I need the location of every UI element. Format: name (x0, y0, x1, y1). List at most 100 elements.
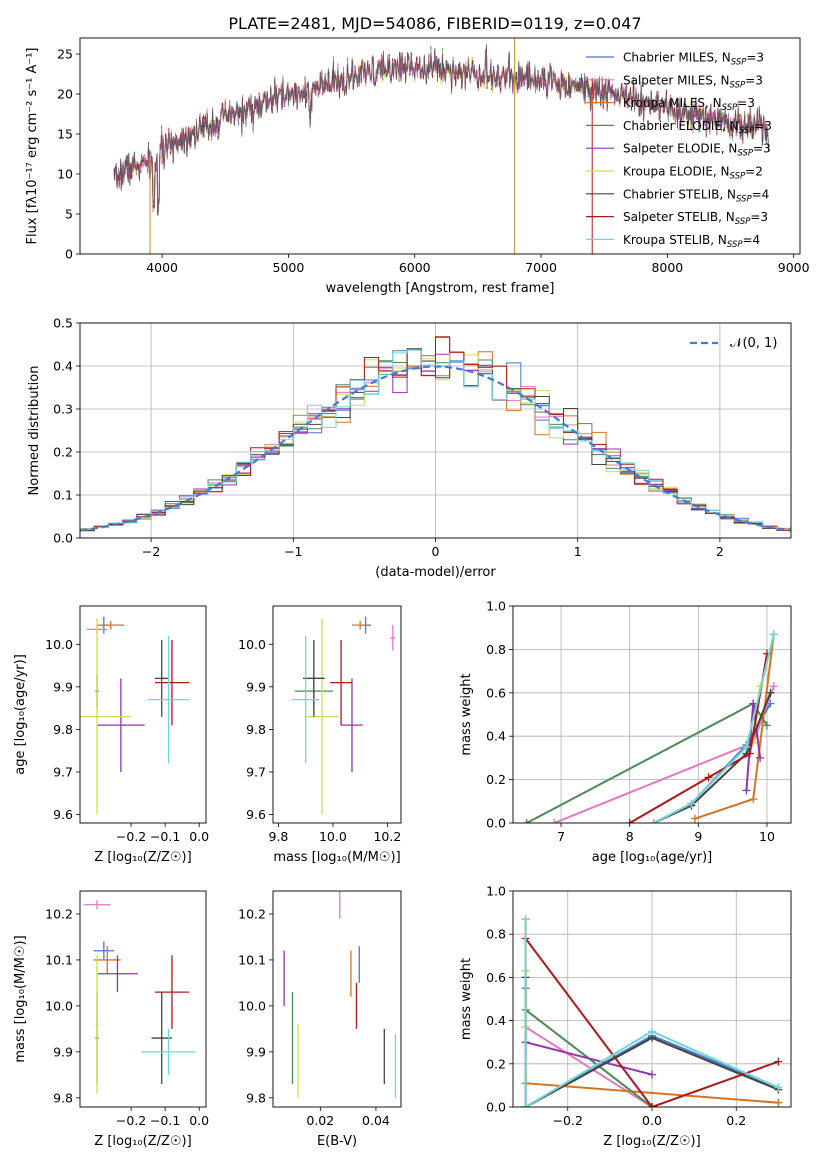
y-tick-label: 0.3 (53, 402, 73, 417)
legend-entry: Salpeter ELODIE, NSSP=3 (623, 142, 771, 159)
x-tick-label: 0.04 (362, 1113, 390, 1128)
x-tick-label: 8000 (651, 260, 683, 275)
x-tick-label: −1 (284, 544, 302, 559)
y-tick-label: 5 (65, 207, 73, 222)
y-tick-label: 9.8 (246, 1090, 266, 1105)
plus-marker (687, 799, 696, 808)
mass_vs_ebv-panel: 0.02 0.04 9.8 9.9 10.0 10.1 10.2 E(B-V) (238, 890, 402, 1149)
plus-marker (774, 1098, 783, 1107)
plus-marker (762, 721, 771, 730)
mass_weight_vs_age-marks (522, 630, 778, 823)
axes-frame (512, 890, 792, 1108)
y-tick-label: 0.0 (53, 531, 73, 546)
x-axis-label: Z [log₁₀(Z/Z☉)] (94, 850, 191, 865)
x-tick-label: 1 (574, 544, 582, 559)
y-tick-label: 0.2 (486, 772, 506, 787)
y-tick-label: 0.8 (486, 642, 506, 657)
mass-weight-line-8 (653, 633, 775, 823)
plus-marker (774, 1057, 783, 1066)
plot-layer: 4000 5000 6000 7000 8000 90000510152025wavele… (13, 37, 810, 1149)
figure-title: PLATE=2481, MJD=54086, FIBERID=0119, z=0… (228, 14, 641, 33)
legend-entry: Kroupa MILES, NSSP=3 (623, 96, 755, 113)
y-tick-label: 10.0 (45, 998, 73, 1013)
mass-weight-line-7 (524, 937, 779, 1107)
plus-marker (522, 819, 531, 823)
y-axis-label: mass [log₁₀(M/M☉)] (13, 935, 28, 1062)
x-axis-label: E(B-V) (317, 1134, 357, 1149)
y-tick-label: 0.6 (486, 685, 506, 700)
y-tick-label: 0.5 (53, 316, 73, 331)
x-tick-label: 0 (432, 544, 440, 559)
spectrum-panel: 4000 5000 6000 7000 8000 9000 0 5 10 15 20 25 wavele… (25, 37, 810, 296)
plus-marker (774, 1083, 783, 1092)
x-tick-label: 9 (694, 829, 702, 844)
plus-marker (769, 630, 778, 639)
axes-frame (79, 890, 207, 1108)
y-tick-label: 9.6 (246, 807, 266, 822)
x-tick-label: −2 (142, 544, 160, 559)
y-tick-label: 9.8 (246, 722, 266, 737)
axes-frame (272, 605, 402, 824)
y-tick-label: 9.9 (53, 1044, 73, 1059)
plus-marker (704, 773, 713, 782)
y-tick-label: 9.8 (53, 1090, 73, 1105)
x-tick-label: 8 (626, 829, 634, 844)
legend-entry: 𝒩(0, 1) (730, 336, 777, 351)
plus-marker (766, 688, 775, 697)
y-tick-label: 0.6 (486, 970, 506, 985)
x-axis-label: age [log₁₀(age/yr)] (592, 850, 713, 865)
y-tick-label: 25 (57, 47, 73, 62)
mass-weight-line-8 (524, 919, 779, 1107)
plus-marker (625, 819, 634, 823)
y-tick-label: 10.2 (238, 906, 266, 921)
y-tick-label: 1.0 (486, 599, 506, 614)
x-tick-label: 10.0 (319, 829, 347, 844)
plus-marker (756, 753, 765, 762)
axes-frame (79, 605, 207, 824)
x-axis-label: wavelength [Angstrom, rest frame] (326, 281, 555, 296)
y-tick-label: 9.9 (246, 679, 266, 694)
y-axis-label: Normed distribution (27, 366, 42, 496)
x-tick-label: −0.1 (150, 829, 180, 844)
x-tick-label: 4000 (146, 260, 178, 275)
x-tick-label: −0.1 (150, 1113, 180, 1128)
y-tick-label: 9.8 (53, 722, 73, 737)
mass-weight-line-1 (524, 970, 653, 1107)
y-tick-label: 0.4 (486, 729, 506, 744)
x-tick-label: 6000 (399, 260, 431, 275)
normal-reference-curve (80, 365, 791, 532)
x-tick-label: 2 (716, 544, 724, 559)
x-axis-label: mass [log₁₀(M/M☉)] (273, 850, 400, 865)
age_vs_Z-marks (80, 616, 189, 815)
y-tick-label: 9.6 (53, 807, 73, 822)
plus-marker (742, 786, 751, 795)
axes-frame (512, 605, 792, 824)
mass_weight_vs_age-panel: 7 8 9 10 0.0 0.2 0.4 0.6 0.8 1.0 age [log₁₀(age/yr… (459, 599, 792, 865)
plus-marker (742, 743, 751, 752)
y-tick-label: 0.1 (53, 488, 73, 503)
residuals-panel: −2 −1 0 1 2 0.0 0.1 0.2 0.3 0.4 0.5 (data-model)/er… (27, 316, 792, 580)
legend-entry: Chabrier ELODIE, NSSP=3 (623, 119, 772, 136)
plus-marker (690, 814, 699, 823)
plus-marker (550, 819, 559, 823)
y-tick-label: 0 (65, 247, 73, 262)
x-tick-label: −0.2 (553, 1113, 583, 1128)
mass_weight_vs_Z-marks (521, 915, 783, 1107)
x-axis-label: Z [log₁₀(Z/Z☉)] (603, 1134, 700, 1149)
legend-entry: Kroupa ELODIE, NSSP=2 (623, 165, 763, 182)
y-tick-label: 0.2 (486, 1056, 506, 1071)
y-tick-label: 10.0 (45, 637, 73, 652)
y-tick-label: 10.2 (45, 906, 73, 921)
x-tick-label: 10 (759, 829, 775, 844)
plus-marker (749, 795, 758, 804)
legend-entry: Chabrier STELIB, NSSP=4 (623, 187, 769, 204)
x-tick-label: 7 (557, 829, 565, 844)
residuals-marks (80, 336, 791, 533)
age_vs_Z-panel: −0.2 −0.1 0.0 9.6 9.7 9.8 9.9 10.0 Z [log₁₀(Z/Z☉… (13, 605, 209, 865)
y-axis-label: mass weight (459, 958, 474, 1040)
y-tick-label: 10 (57, 167, 73, 182)
y-tick-label: 0.0 (486, 816, 506, 831)
y-tick-label: 10.0 (238, 998, 266, 1013)
mass_vs_Z-marks (83, 900, 196, 1094)
